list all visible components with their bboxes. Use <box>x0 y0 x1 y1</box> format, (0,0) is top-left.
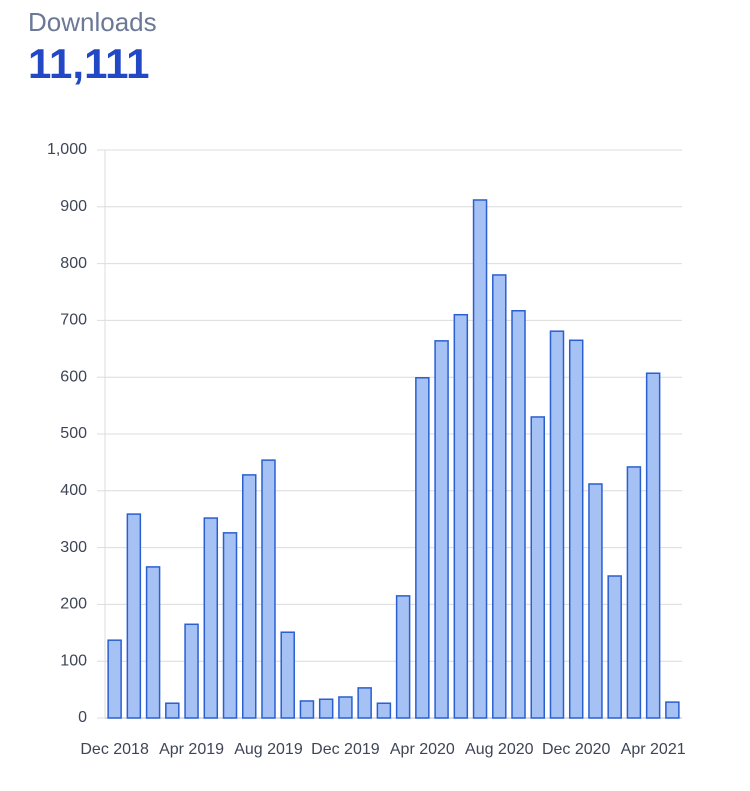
x-tick-label: Aug 2020 <box>465 741 534 758</box>
bar <box>549 330 565 719</box>
bar <box>453 313 469 719</box>
bar <box>492 274 507 719</box>
bar <box>242 474 257 719</box>
y-tick-label: 600 <box>60 368 87 385</box>
bar <box>299 700 315 719</box>
y-tick-label: 500 <box>60 425 87 442</box>
metric-label: Downloads <box>28 7 157 37</box>
y-tick-label: 200 <box>60 596 87 613</box>
bar <box>126 513 142 719</box>
bar <box>665 701 680 719</box>
bar <box>434 340 449 719</box>
bar <box>626 466 642 719</box>
bar <box>280 631 295 719</box>
x-tick-label: Apr 2019 <box>159 741 224 758</box>
y-tick-label: 400 <box>60 482 87 499</box>
bar <box>165 702 180 719</box>
y-tick-label: 100 <box>60 652 87 669</box>
bar <box>203 517 219 719</box>
bar <box>568 339 584 719</box>
y-tick-label: 0 <box>78 709 87 726</box>
bar <box>588 483 603 719</box>
bar <box>530 416 545 719</box>
x-tick-label: Apr 2021 <box>621 741 686 758</box>
bar <box>145 566 161 719</box>
y-tick-label: 900 <box>60 198 87 215</box>
bar <box>607 575 622 719</box>
x-tick-label: Dec 2018 <box>80 741 149 758</box>
metric-total: 11,111 <box>28 40 150 87</box>
bar <box>261 459 276 719</box>
bar <box>376 702 392 719</box>
bar <box>222 532 238 719</box>
x-tick-label: Dec 2019 <box>311 741 380 758</box>
bar <box>107 639 122 719</box>
bar <box>395 595 411 719</box>
y-tick-label: 300 <box>60 539 87 556</box>
x-tick-label: Dec 2020 <box>542 741 611 758</box>
header: Downloads 11,111 <box>28 4 157 88</box>
bar <box>318 698 334 719</box>
x-tick-label: Apr 2020 <box>390 741 455 758</box>
y-tick-label: 800 <box>60 255 87 272</box>
bar <box>511 309 526 719</box>
bar <box>645 372 661 719</box>
x-tick-label: Aug 2019 <box>234 741 303 758</box>
bar <box>415 377 430 719</box>
bar <box>338 696 353 719</box>
y-tick-label: 1,000 <box>47 141 87 158</box>
y-tick-label: 700 <box>60 312 87 329</box>
bar <box>184 623 199 719</box>
bar <box>357 687 372 719</box>
bar <box>472 199 488 719</box>
